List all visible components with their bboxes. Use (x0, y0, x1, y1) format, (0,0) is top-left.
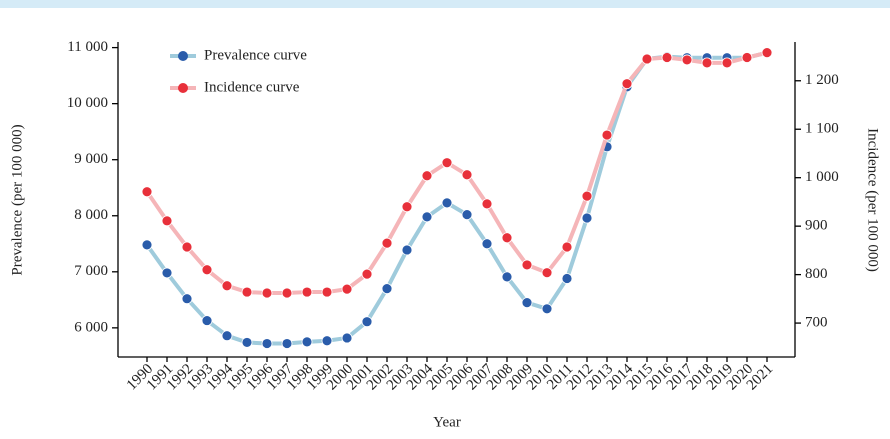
data-point (481, 238, 493, 250)
data-point (441, 197, 453, 209)
data-point (281, 338, 293, 349)
data-point (461, 169, 473, 181)
y-tick-label: 9 000 (74, 151, 108, 167)
data-point (321, 335, 333, 347)
data-point (641, 53, 653, 65)
data-point (141, 186, 153, 198)
data-point (381, 283, 393, 295)
data-point (501, 232, 513, 244)
data-point (261, 287, 273, 299)
top-band (0, 0, 890, 8)
data-point (541, 303, 553, 315)
data-point (481, 198, 493, 210)
data-point (141, 239, 153, 251)
y2-tick-label: 1 100 (805, 121, 839, 137)
data-point (341, 332, 353, 344)
data-point (461, 209, 473, 221)
legend-marker (178, 51, 188, 61)
data-point (501, 271, 513, 283)
data-point (161, 267, 173, 279)
data-point (581, 212, 593, 224)
data-point (201, 264, 213, 276)
data-point (241, 337, 253, 348)
data-point (301, 286, 313, 298)
data-point (261, 338, 273, 349)
series-line (145, 50, 768, 346)
data-point (401, 244, 413, 256)
data-point (341, 283, 353, 295)
data-point (221, 280, 233, 292)
data-point (241, 286, 253, 298)
data-point (421, 170, 433, 182)
y2-tick-label: 1 200 (805, 72, 839, 88)
y-tick-label: 8 000 (74, 207, 108, 223)
data-point (521, 259, 533, 271)
data-point (521, 297, 533, 309)
y-axis-title: Prevalence (per 100 000) (9, 124, 25, 275)
data-point (361, 268, 373, 280)
data-point (301, 336, 313, 348)
y-tick-label: 7 000 (74, 263, 108, 279)
data-point (621, 78, 633, 90)
y-tick-label: 11 000 (67, 39, 108, 55)
data-point (181, 293, 193, 305)
data-point (561, 241, 573, 253)
data-point (441, 157, 453, 169)
y2-axis-title: Incidence (per 100 000) (865, 128, 881, 272)
data-point (281, 287, 293, 299)
data-point (421, 211, 433, 223)
data-point (741, 52, 753, 63)
data-point (761, 47, 773, 59)
data-point (321, 286, 333, 298)
data-point (701, 57, 713, 69)
y-tick-label: 6 000 (74, 319, 108, 335)
data-point (661, 52, 673, 63)
legend-label: Incidence curve (204, 79, 300, 95)
data-point (561, 273, 573, 284)
data-point (721, 57, 733, 69)
y-tick-label: 10 000 (67, 95, 108, 111)
x-axis-title: Year (433, 414, 461, 430)
data-point (601, 129, 613, 141)
data-point (361, 316, 373, 328)
data-point (221, 330, 233, 342)
data-point (401, 201, 413, 213)
data-point (541, 267, 553, 279)
data-point (581, 190, 593, 202)
y2-tick-label: 1 000 (805, 169, 839, 185)
data-point (201, 315, 213, 326)
data-point (181, 241, 193, 253)
legend-label: Prevalence curve (204, 47, 307, 63)
legend-marker (178, 83, 188, 93)
data-point (681, 54, 693, 66)
data-point (381, 237, 393, 249)
y2-tick-label: 800 (805, 266, 828, 282)
y2-tick-label: 900 (805, 218, 828, 234)
data-point (161, 215, 173, 227)
y2-tick-label: 700 (805, 315, 828, 331)
